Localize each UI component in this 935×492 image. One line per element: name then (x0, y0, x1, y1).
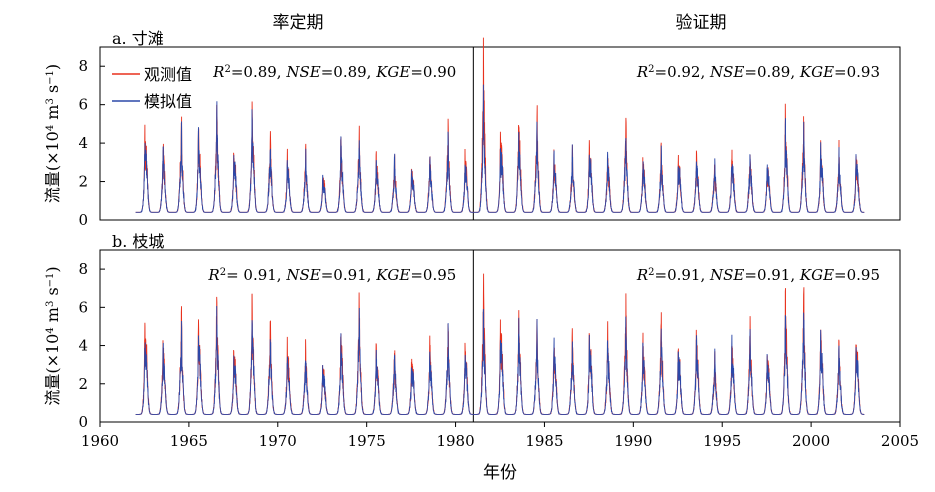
x-tick-label: 1970 (259, 432, 297, 450)
panel-title-b: b. 枝城 (112, 232, 164, 251)
x-tick-label: 1990 (614, 432, 652, 450)
x-axis: 1960 1965 1970 1975 1980 1985 1990 1995 2000 2005 (81, 422, 919, 450)
x-tick-label: 1980 (436, 432, 474, 450)
y-tick-label: 4 (78, 337, 88, 355)
x-tick-label: 2005 (881, 432, 919, 450)
y-tick-label: 8 (78, 260, 88, 278)
y-tick-label: 0 (78, 211, 88, 229)
period-label-calibration: 率定期 (273, 13, 324, 33)
metrics-annotation: R2=0.89, NSE=0.89, KGE=0.90 (212, 63, 456, 81)
panel-a: a. 寸滩 0 2 4 6 8 流量(×104 m3 s−1) R2=0.89, NSE=0.… (43, 29, 901, 229)
y-tick-label: 0 (78, 413, 88, 431)
series-simulated (135, 305, 865, 415)
y-axis-label: 流量(×104 m3 s−1) (43, 64, 62, 203)
metrics-annotation: R2=0.91, NSE=0.91, KGE=0.95 (636, 266, 880, 284)
x-tick-label: 1965 (170, 432, 208, 450)
y-axis-label: 流量(×104 m3 s−1) (43, 266, 62, 405)
y-tick-label: 8 (78, 57, 88, 75)
legend-label-simulated: 模拟值 (144, 92, 192, 111)
y-tick-label: 6 (78, 298, 88, 316)
x-tick-label: 1960 (81, 432, 119, 450)
metrics-annotation: R2=0.92, NSE=0.89, KGE=0.93 (636, 63, 880, 81)
plot-frame (99, 46, 901, 221)
panel-b: b. 枝城 0 2 4 6 8 流量(×104 m3 s−1) R2= 0.91, NSE=0… (43, 232, 901, 431)
period-label-validation: 验证期 (676, 13, 727, 33)
x-tick-label: 1995 (703, 432, 741, 450)
x-tick-label: 2000 (792, 432, 830, 450)
y-tick-label: 2 (78, 173, 88, 191)
x-tick-label: 1975 (348, 432, 386, 450)
plot-frame (99, 249, 901, 423)
series-simulated (135, 84, 865, 213)
y-tick-label: 2 (78, 375, 88, 393)
legend-label-observed: 观测值 (144, 65, 192, 84)
x-axis-label: 年份 (483, 463, 517, 483)
y-tick-label: 6 (78, 96, 88, 114)
metrics-annotation: R2= 0.91, NSE=0.91, KGE=0.95 (207, 266, 456, 284)
y-tick-label: 4 (78, 134, 88, 152)
panel-title-a: a. 寸滩 (112, 29, 164, 48)
x-tick-label: 1985 (525, 432, 563, 450)
